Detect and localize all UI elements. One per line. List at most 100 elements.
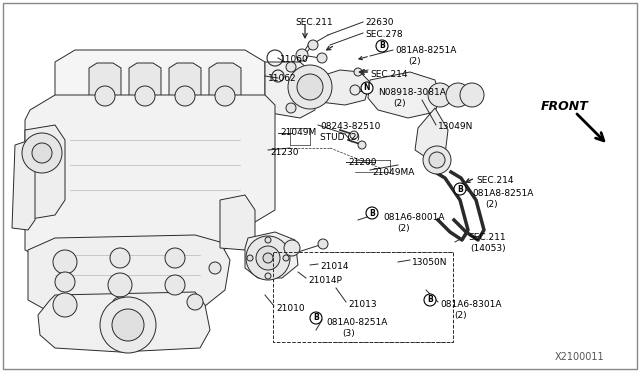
Text: 21013: 21013 — [348, 300, 376, 309]
Text: N: N — [364, 83, 371, 93]
Circle shape — [318, 239, 328, 249]
Text: SEC.214: SEC.214 — [370, 70, 408, 79]
Circle shape — [286, 103, 296, 113]
Circle shape — [247, 255, 253, 261]
Circle shape — [215, 86, 235, 106]
Circle shape — [460, 83, 484, 107]
Circle shape — [246, 236, 290, 280]
Text: N08918-3081A: N08918-3081A — [378, 88, 446, 97]
Polygon shape — [169, 63, 201, 101]
Polygon shape — [55, 50, 265, 112]
Polygon shape — [89, 63, 121, 101]
Circle shape — [135, 86, 155, 106]
Circle shape — [108, 273, 132, 297]
Text: SEC.214: SEC.214 — [476, 176, 513, 185]
Circle shape — [317, 53, 327, 63]
Text: 21014: 21014 — [320, 262, 349, 271]
Circle shape — [284, 240, 300, 256]
Text: 21049M: 21049M — [280, 128, 316, 137]
Polygon shape — [220, 195, 255, 250]
Polygon shape — [265, 62, 315, 118]
Text: (3): (3) — [342, 329, 355, 338]
Text: 081A6-8001A: 081A6-8001A — [383, 213, 445, 222]
Circle shape — [112, 309, 144, 341]
Circle shape — [53, 293, 77, 317]
Circle shape — [165, 275, 185, 295]
Text: 22630: 22630 — [365, 18, 394, 27]
Polygon shape — [209, 63, 241, 101]
Circle shape — [350, 85, 360, 95]
Circle shape — [446, 83, 470, 107]
Bar — [273, 252, 453, 342]
Text: 081A6-8301A: 081A6-8301A — [440, 300, 502, 309]
Circle shape — [366, 207, 378, 219]
Polygon shape — [129, 63, 161, 101]
Text: 21010: 21010 — [276, 304, 305, 313]
Circle shape — [297, 74, 323, 100]
Polygon shape — [38, 292, 210, 352]
Circle shape — [308, 40, 318, 50]
Circle shape — [265, 237, 271, 243]
Text: SEC.278: SEC.278 — [365, 30, 403, 39]
Polygon shape — [12, 140, 35, 230]
Circle shape — [100, 297, 156, 353]
Circle shape — [286, 62, 296, 72]
Text: B: B — [313, 314, 319, 323]
Circle shape — [22, 133, 62, 173]
Circle shape — [296, 49, 308, 61]
Text: B: B — [427, 295, 433, 305]
Circle shape — [354, 68, 362, 76]
Text: (2): (2) — [454, 311, 467, 320]
Text: 081A8-8251A: 081A8-8251A — [395, 46, 456, 55]
Circle shape — [256, 246, 280, 270]
Polygon shape — [368, 72, 440, 118]
Text: STUD (2): STUD (2) — [320, 133, 360, 142]
Circle shape — [110, 248, 130, 268]
Polygon shape — [25, 125, 65, 220]
Circle shape — [187, 294, 203, 310]
Text: (14053): (14053) — [470, 244, 506, 253]
Circle shape — [358, 141, 366, 149]
Circle shape — [265, 273, 271, 279]
Polygon shape — [415, 108, 448, 160]
Circle shape — [376, 40, 388, 52]
Text: FRONT: FRONT — [541, 100, 589, 113]
Circle shape — [209, 262, 221, 274]
Circle shape — [288, 65, 332, 109]
Circle shape — [310, 312, 322, 324]
Text: 13050N: 13050N — [412, 258, 447, 267]
Text: SEC.211: SEC.211 — [468, 233, 506, 242]
Circle shape — [95, 86, 115, 106]
Circle shape — [53, 250, 77, 274]
Text: X2100011: X2100011 — [555, 352, 605, 362]
Text: 21049MA: 21049MA — [372, 168, 414, 177]
Circle shape — [283, 255, 289, 261]
Text: B: B — [379, 42, 385, 51]
Polygon shape — [25, 95, 275, 265]
Circle shape — [55, 272, 75, 292]
Text: (2): (2) — [393, 99, 406, 108]
Circle shape — [165, 248, 185, 268]
Circle shape — [361, 82, 373, 94]
Text: 13049N: 13049N — [438, 122, 474, 131]
Circle shape — [32, 143, 52, 163]
Circle shape — [454, 183, 466, 195]
Text: 21230: 21230 — [270, 148, 298, 157]
Circle shape — [175, 86, 195, 106]
Text: (2): (2) — [397, 224, 410, 233]
Circle shape — [428, 83, 452, 107]
Text: 081A8-8251A: 081A8-8251A — [472, 189, 533, 198]
Polygon shape — [315, 70, 370, 105]
Polygon shape — [245, 232, 298, 278]
Text: 081A0-8251A: 081A0-8251A — [326, 318, 387, 327]
Text: 11062: 11062 — [268, 74, 296, 83]
Text: 21014P: 21014P — [308, 276, 342, 285]
Text: 08243-82510: 08243-82510 — [320, 122, 380, 131]
Text: B: B — [369, 208, 375, 218]
Text: (2): (2) — [408, 57, 420, 66]
Circle shape — [350, 131, 358, 139]
Circle shape — [429, 152, 445, 168]
Circle shape — [423, 146, 451, 174]
Text: 21200: 21200 — [348, 158, 376, 167]
Text: (2): (2) — [485, 200, 498, 209]
